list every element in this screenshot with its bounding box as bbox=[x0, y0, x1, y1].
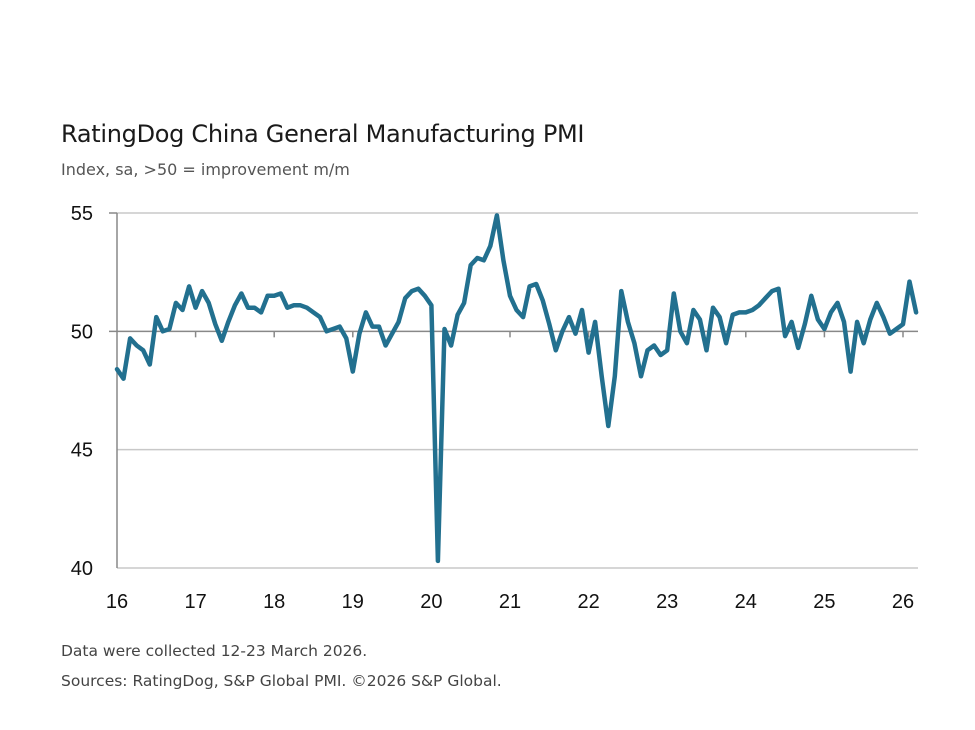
x-tick-label: 24 bbox=[735, 591, 757, 613]
pmi-series-line bbox=[114, 213, 919, 564]
x-tick-label: 17 bbox=[184, 591, 206, 613]
chart-title: RatingDog China General Manufacturing PM… bbox=[61, 120, 585, 148]
y-tick-label: 55 bbox=[71, 203, 93, 225]
x-tick-label: 18 bbox=[263, 591, 285, 613]
x-tick-label: 22 bbox=[577, 591, 599, 613]
x-tick-label: 19 bbox=[342, 591, 364, 613]
collection-note: Data were collected 12-23 March 2026. bbox=[61, 642, 368, 660]
x-tick-label: 26 bbox=[892, 591, 914, 613]
x-tick-label: 25 bbox=[813, 591, 835, 613]
x-tick-label: 21 bbox=[499, 591, 521, 613]
x-tick-label: 23 bbox=[656, 591, 678, 613]
x-tick-label: 16 bbox=[106, 591, 128, 613]
y-tick-label: 50 bbox=[71, 321, 93, 343]
sources-note: Sources: RatingDog, S&P Global PMI. ©202… bbox=[61, 672, 502, 690]
chart-subtitle: Index, sa, >50 = improvement m/m bbox=[61, 160, 350, 179]
y-tick-label: 40 bbox=[71, 558, 93, 580]
y-tick-label: 45 bbox=[71, 440, 93, 462]
x-tick-label: 20 bbox=[420, 591, 442, 613]
